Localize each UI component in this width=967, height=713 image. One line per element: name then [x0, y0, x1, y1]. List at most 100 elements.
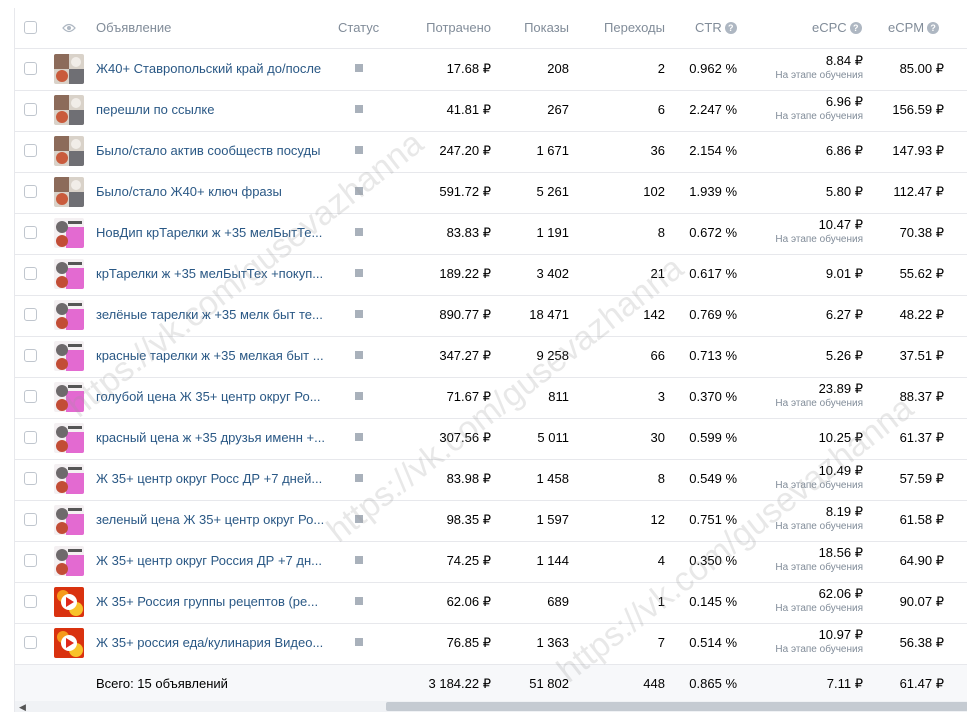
ad-thumbnail[interactable]: [54, 54, 84, 84]
row-checkbox[interactable]: [24, 185, 37, 198]
ad-spent: 17.68 ₽: [446, 61, 491, 76]
ad-name-link[interactable]: Ж40+ Ставропольский край до/после: [96, 61, 322, 76]
ad-clicks: 102: [643, 184, 665, 199]
ad-thumbnail[interactable]: [54, 259, 84, 289]
col-status-header[interactable]: Статус: [338, 20, 380, 35]
col-clicks-header[interactable]: Переходы: [604, 20, 665, 35]
ad-ctr: 0.617 %: [689, 266, 737, 281]
ad-name-link[interactable]: зеленый цена Ж 35+ центр округ Ро...: [96, 512, 325, 527]
table-row[interactable]: крТарелки ж +35 мелБытТех +покуп... 189.2…: [15, 254, 967, 296]
ad-ecpm: 70.38 ₽: [899, 225, 944, 240]
ecpm-help-icon[interactable]: ?: [927, 22, 940, 34]
ad-name-link[interactable]: крТарелки ж +35 мелБытТех +покуп...: [96, 266, 324, 281]
row-checkbox[interactable]: [24, 144, 37, 157]
table-row[interactable]: голубой цена Ж 35+ центр округ Ро... 71.6…: [15, 377, 967, 419]
ad-name-link[interactable]: зелёные тарелки ж +35 мелк быт те...: [96, 307, 323, 322]
scrollbar-thumb[interactable]: [386, 702, 967, 711]
ecpm-label: eCPM: [888, 20, 925, 35]
ad-spent: 83.98 ₽: [446, 471, 491, 486]
table-row[interactable]: Ж 35+ Россия группы рецептов (ре... 62.06…: [15, 582, 967, 624]
table-row[interactable]: Ж 35+ центр округ Россия ДР +7 дн... 74.2…: [15, 541, 967, 583]
table-row[interactable]: Ж 35+ россия еда/кулинария Видео... 76.85…: [15, 623, 967, 665]
ad-name-link[interactable]: Ж 35+ Россия группы рецептов (ре...: [96, 594, 319, 609]
row-checkbox[interactable]: [24, 62, 37, 75]
col-impressions-header[interactable]: Показы: [524, 20, 569, 35]
status-stopped-icon: [355, 105, 363, 113]
table-row[interactable]: зеленый цена Ж 35+ центр округ Ро... 98.3…: [15, 500, 967, 542]
scroll-left-icon[interactable]: ◀: [19, 702, 26, 712]
ad-thumbnail[interactable]: [54, 505, 84, 535]
ad-impressions: 1 597: [536, 512, 569, 527]
row-checkbox[interactable]: [24, 513, 37, 526]
ad-name-link[interactable]: красный цена ж +35 друзья именн +...: [96, 430, 325, 445]
table-row[interactable]: Было/стало Ж40+ ключ фразы 591.72 ₽ 5 261 1…: [15, 172, 967, 214]
ad-name-link[interactable]: Ж 35+ центр округ Россия ДР +7 дн...: [96, 553, 323, 568]
ad-ctr: 0.769 %: [689, 307, 737, 322]
total-impressions: 51 802: [529, 676, 569, 691]
ecpc-help-icon[interactable]: ?: [849, 22, 862, 34]
ad-name-link[interactable]: Было/стало актив сообществ посуды: [96, 143, 321, 158]
row-checkbox[interactable]: [24, 472, 37, 485]
ad-thumbnail[interactable]: [54, 177, 84, 207]
ad-name-link[interactable]: голубой цена Ж 35+ центр округ Ро...: [96, 389, 321, 404]
col-ecpm-header[interactable]: eCPM?: [888, 20, 940, 35]
ad-name-link[interactable]: НовДип крТарелки ж +35 мелБытТе...: [96, 225, 323, 240]
table-row[interactable]: НовДип крТарелки ж +35 мелБытТе... 83.83 …: [15, 213, 967, 255]
total-label: Всего: 15 объявлений: [96, 676, 228, 691]
ad-name-link[interactable]: Ж 35+ центр округ Росс ДР +7 дней...: [96, 471, 323, 486]
ad-impressions: 3 402: [536, 266, 569, 281]
horizontal-scrollbar[interactable]: ◀: [15, 701, 967, 712]
ad-ctr: 0.672 %: [689, 225, 737, 240]
ad-clicks: 1: [657, 594, 665, 609]
ad-name-link[interactable]: красные тарелки ж +35 мелкая быт ...: [96, 348, 324, 363]
col-name-header[interactable]: Объявление: [96, 20, 172, 35]
row-checkbox[interactable]: [24, 431, 37, 444]
row-checkbox[interactable]: [24, 103, 37, 116]
table-row[interactable]: Ж40+ Ставропольский край до/после 17.68 ₽…: [15, 49, 967, 91]
ad-thumbnail[interactable]: [54, 464, 84, 494]
ctr-help-icon[interactable]: ?: [724, 22, 737, 34]
ad-thumbnail[interactable]: [54, 628, 84, 658]
table-row[interactable]: красный цена ж +35 друзья именн +... 307.…: [15, 418, 967, 460]
ad-name-link[interactable]: перешли по ссылке: [96, 102, 215, 117]
ad-thumbnail[interactable]: [54, 341, 84, 371]
ecpc-learning-note: На этапе обучения: [775, 603, 863, 614]
table-row[interactable]: перешли по ссылке 41.81 ₽ 267 6 2.247 % 6.96 …: [15, 90, 967, 132]
table-row[interactable]: зелёные тарелки ж +35 мелк быт те... 890.…: [15, 295, 967, 337]
ad-thumbnail[interactable]: [54, 546, 84, 576]
row-checkbox[interactable]: [24, 595, 37, 608]
ad-ecpc: 10.25 ₽: [818, 430, 863, 445]
ad-name-link[interactable]: Ж 35+ россия еда/кулинария Видео...: [96, 635, 324, 650]
status-stopped-icon: [355, 310, 363, 318]
row-checkbox[interactable]: [24, 349, 37, 362]
col-spent-header[interactable]: Потрачено: [426, 20, 491, 35]
ad-thumbnail[interactable]: [54, 423, 84, 453]
ad-thumbnail[interactable]: [54, 300, 84, 330]
row-checkbox[interactable]: [24, 308, 37, 321]
row-checkbox[interactable]: [24, 390, 37, 403]
row-checkbox[interactable]: [24, 267, 37, 280]
status-stopped-icon: [355, 351, 363, 359]
ad-thumbnail[interactable]: [54, 95, 84, 125]
row-checkbox[interactable]: [24, 554, 37, 567]
row-checkbox[interactable]: [24, 226, 37, 239]
ad-name-link[interactable]: Было/стало Ж40+ ключ фразы: [96, 184, 282, 199]
table-row[interactable]: Было/стало актив сообществ посуды 247.20 …: [15, 131, 967, 173]
ad-thumbnail[interactable]: [54, 136, 84, 166]
ad-thumbnail[interactable]: [54, 382, 84, 412]
eye-icon[interactable]: [62, 22, 76, 34]
ad-impressions: 811: [548, 389, 569, 404]
ad-thumbnail[interactable]: [54, 587, 84, 617]
col-ctr-header[interactable]: CTR?: [695, 20, 737, 35]
ad-spent: 41.81 ₽: [446, 102, 491, 117]
ad-spent: 76.85 ₽: [446, 635, 491, 650]
table-row[interactable]: красные тарелки ж +35 мелкая быт ... 347.…: [15, 336, 967, 378]
ad-clicks: 4: [657, 553, 665, 568]
ad-ctr: 0.962 %: [689, 61, 737, 76]
ad-spent: 247.20 ₽: [439, 143, 491, 158]
select-all-checkbox[interactable]: [24, 21, 37, 34]
col-ecpc-header[interactable]: eCPC?: [812, 20, 862, 35]
row-checkbox[interactable]: [24, 636, 37, 649]
table-row[interactable]: Ж 35+ центр округ Росс ДР +7 дней... 83.9…: [15, 459, 967, 501]
ad-thumbnail[interactable]: [54, 218, 84, 248]
